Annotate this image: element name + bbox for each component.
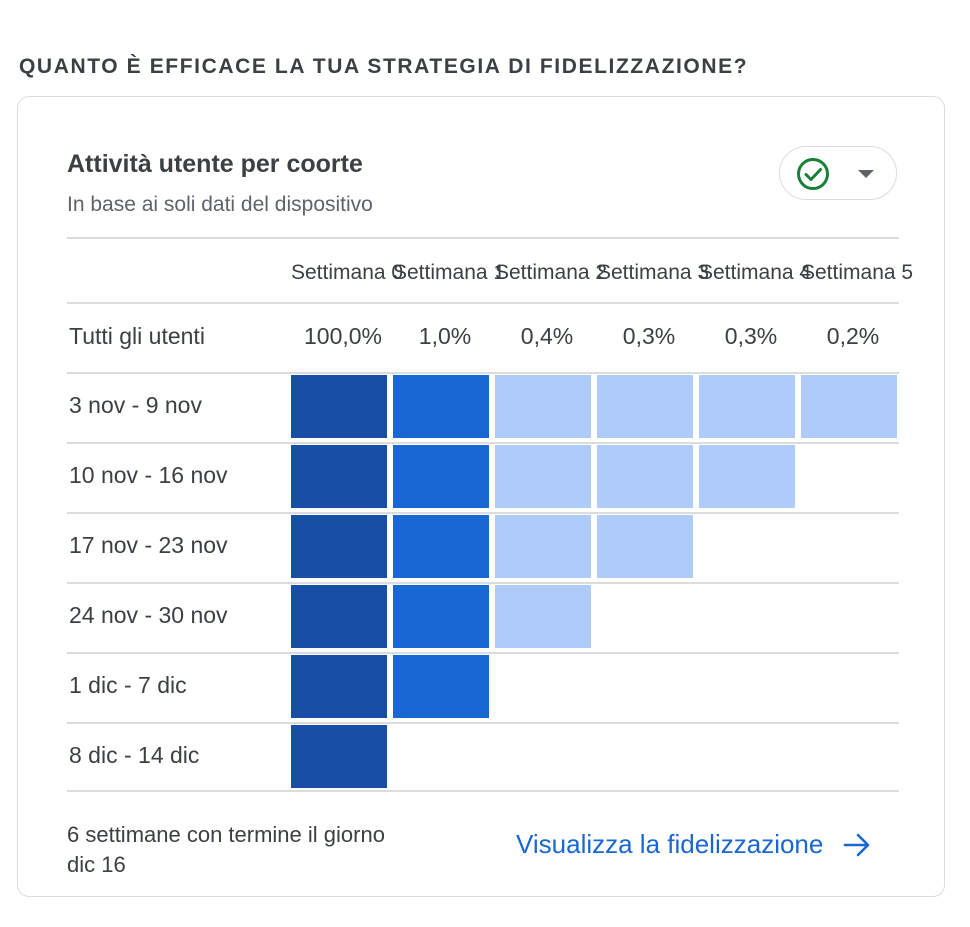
view-retention-link[interactable]: Visualizza la fidelizzazione (516, 829, 871, 860)
caret-down-icon (858, 170, 874, 178)
arrow-right-icon (844, 833, 870, 856)
all-users-value-week-0: 100,0% (303, 323, 382, 349)
cohort-cell[interactable] (291, 585, 387, 648)
all-users-value-week-1: 1,0% (418, 323, 472, 349)
table-divider (67, 302, 899, 304)
cohort-cell[interactable] (291, 445, 387, 508)
table-divider (67, 722, 899, 724)
cohort-cell[interactable] (393, 515, 489, 578)
cohort-cell[interactable] (495, 585, 591, 648)
column-header-week-1: Settimana 1 (393, 261, 506, 284)
cohort-row-label: 1 dic - 7 dic (69, 672, 187, 698)
table-divider (67, 512, 899, 514)
cohort-row-label: 24 nov - 30 nov (69, 602, 228, 628)
card-title: Attività utente per coorte (67, 150, 363, 178)
all-users-value-week-5: 0,2% (826, 323, 880, 349)
cohort-cell[interactable] (597, 515, 693, 578)
comparison-filter-button[interactable] (779, 146, 897, 200)
cohort-cell[interactable] (291, 725, 387, 788)
table-divider (67, 652, 899, 654)
cohort-cell[interactable] (291, 655, 387, 718)
cohort-cell[interactable] (495, 515, 591, 578)
check-circle-icon (797, 158, 829, 190)
all-users-value-week-3: 0,3% (622, 323, 676, 349)
cohort-cell[interactable] (393, 445, 489, 508)
cohort-cell[interactable] (393, 655, 489, 718)
all-users-value-week-2: 0,4% (520, 323, 574, 349)
cohort-table: Settimana 0 Settimana 1 Settimana 2 Sett… (67, 237, 914, 792)
cohort-row-label: 17 nov - 23 nov (69, 532, 228, 558)
cohort-cell[interactable] (291, 375, 387, 438)
column-header-week-3: Settimana 3 (597, 261, 710, 284)
cohort-row-label: 3 nov - 9 nov (69, 392, 202, 418)
cohort-cell[interactable] (597, 375, 693, 438)
cohort-cell[interactable] (495, 375, 591, 438)
date-range-note: 6 settimane con termine il giorno dic 16 (67, 822, 385, 877)
cohort-cell[interactable] (801, 375, 897, 438)
table-divider (67, 237, 899, 239)
cohort-row-label: 8 dic - 14 dic (69, 742, 200, 768)
cohort-card: Attività utente per coorte In base ai so… (17, 96, 945, 897)
cohort-cell[interactable] (699, 375, 795, 438)
column-header-week-0: Settimana 0 (291, 261, 404, 284)
column-header-week-5: Settimana 5 (801, 261, 914, 284)
all-users-value-week-4: 0,3% (724, 323, 778, 349)
table-divider (67, 372, 899, 374)
cohort-cell[interactable] (597, 445, 693, 508)
all-users-label: Tutti gli utenti (69, 323, 205, 349)
cohort-cell[interactable] (291, 515, 387, 578)
cohort-cell[interactable] (495, 445, 591, 508)
table-divider (67, 790, 899, 792)
cohort-row-label: 10 nov - 16 nov (69, 462, 228, 488)
table-divider (67, 442, 899, 444)
card-subtitle: In base ai soli dati del dispositivo (67, 193, 373, 216)
cohort-cell[interactable] (393, 375, 489, 438)
section-title: QUANTO È EFFICACE LA TUA STRATEGIA DI FI… (19, 55, 749, 78)
column-header-week-2: Settimana 2 (495, 261, 608, 284)
cohort-cell[interactable] (699, 445, 795, 508)
table-divider (67, 582, 899, 584)
view-retention-link-label: Visualizza la fidelizzazione (516, 829, 824, 859)
cohort-cell[interactable] (393, 585, 489, 648)
column-header-week-4: Settimana 4 (699, 261, 812, 284)
